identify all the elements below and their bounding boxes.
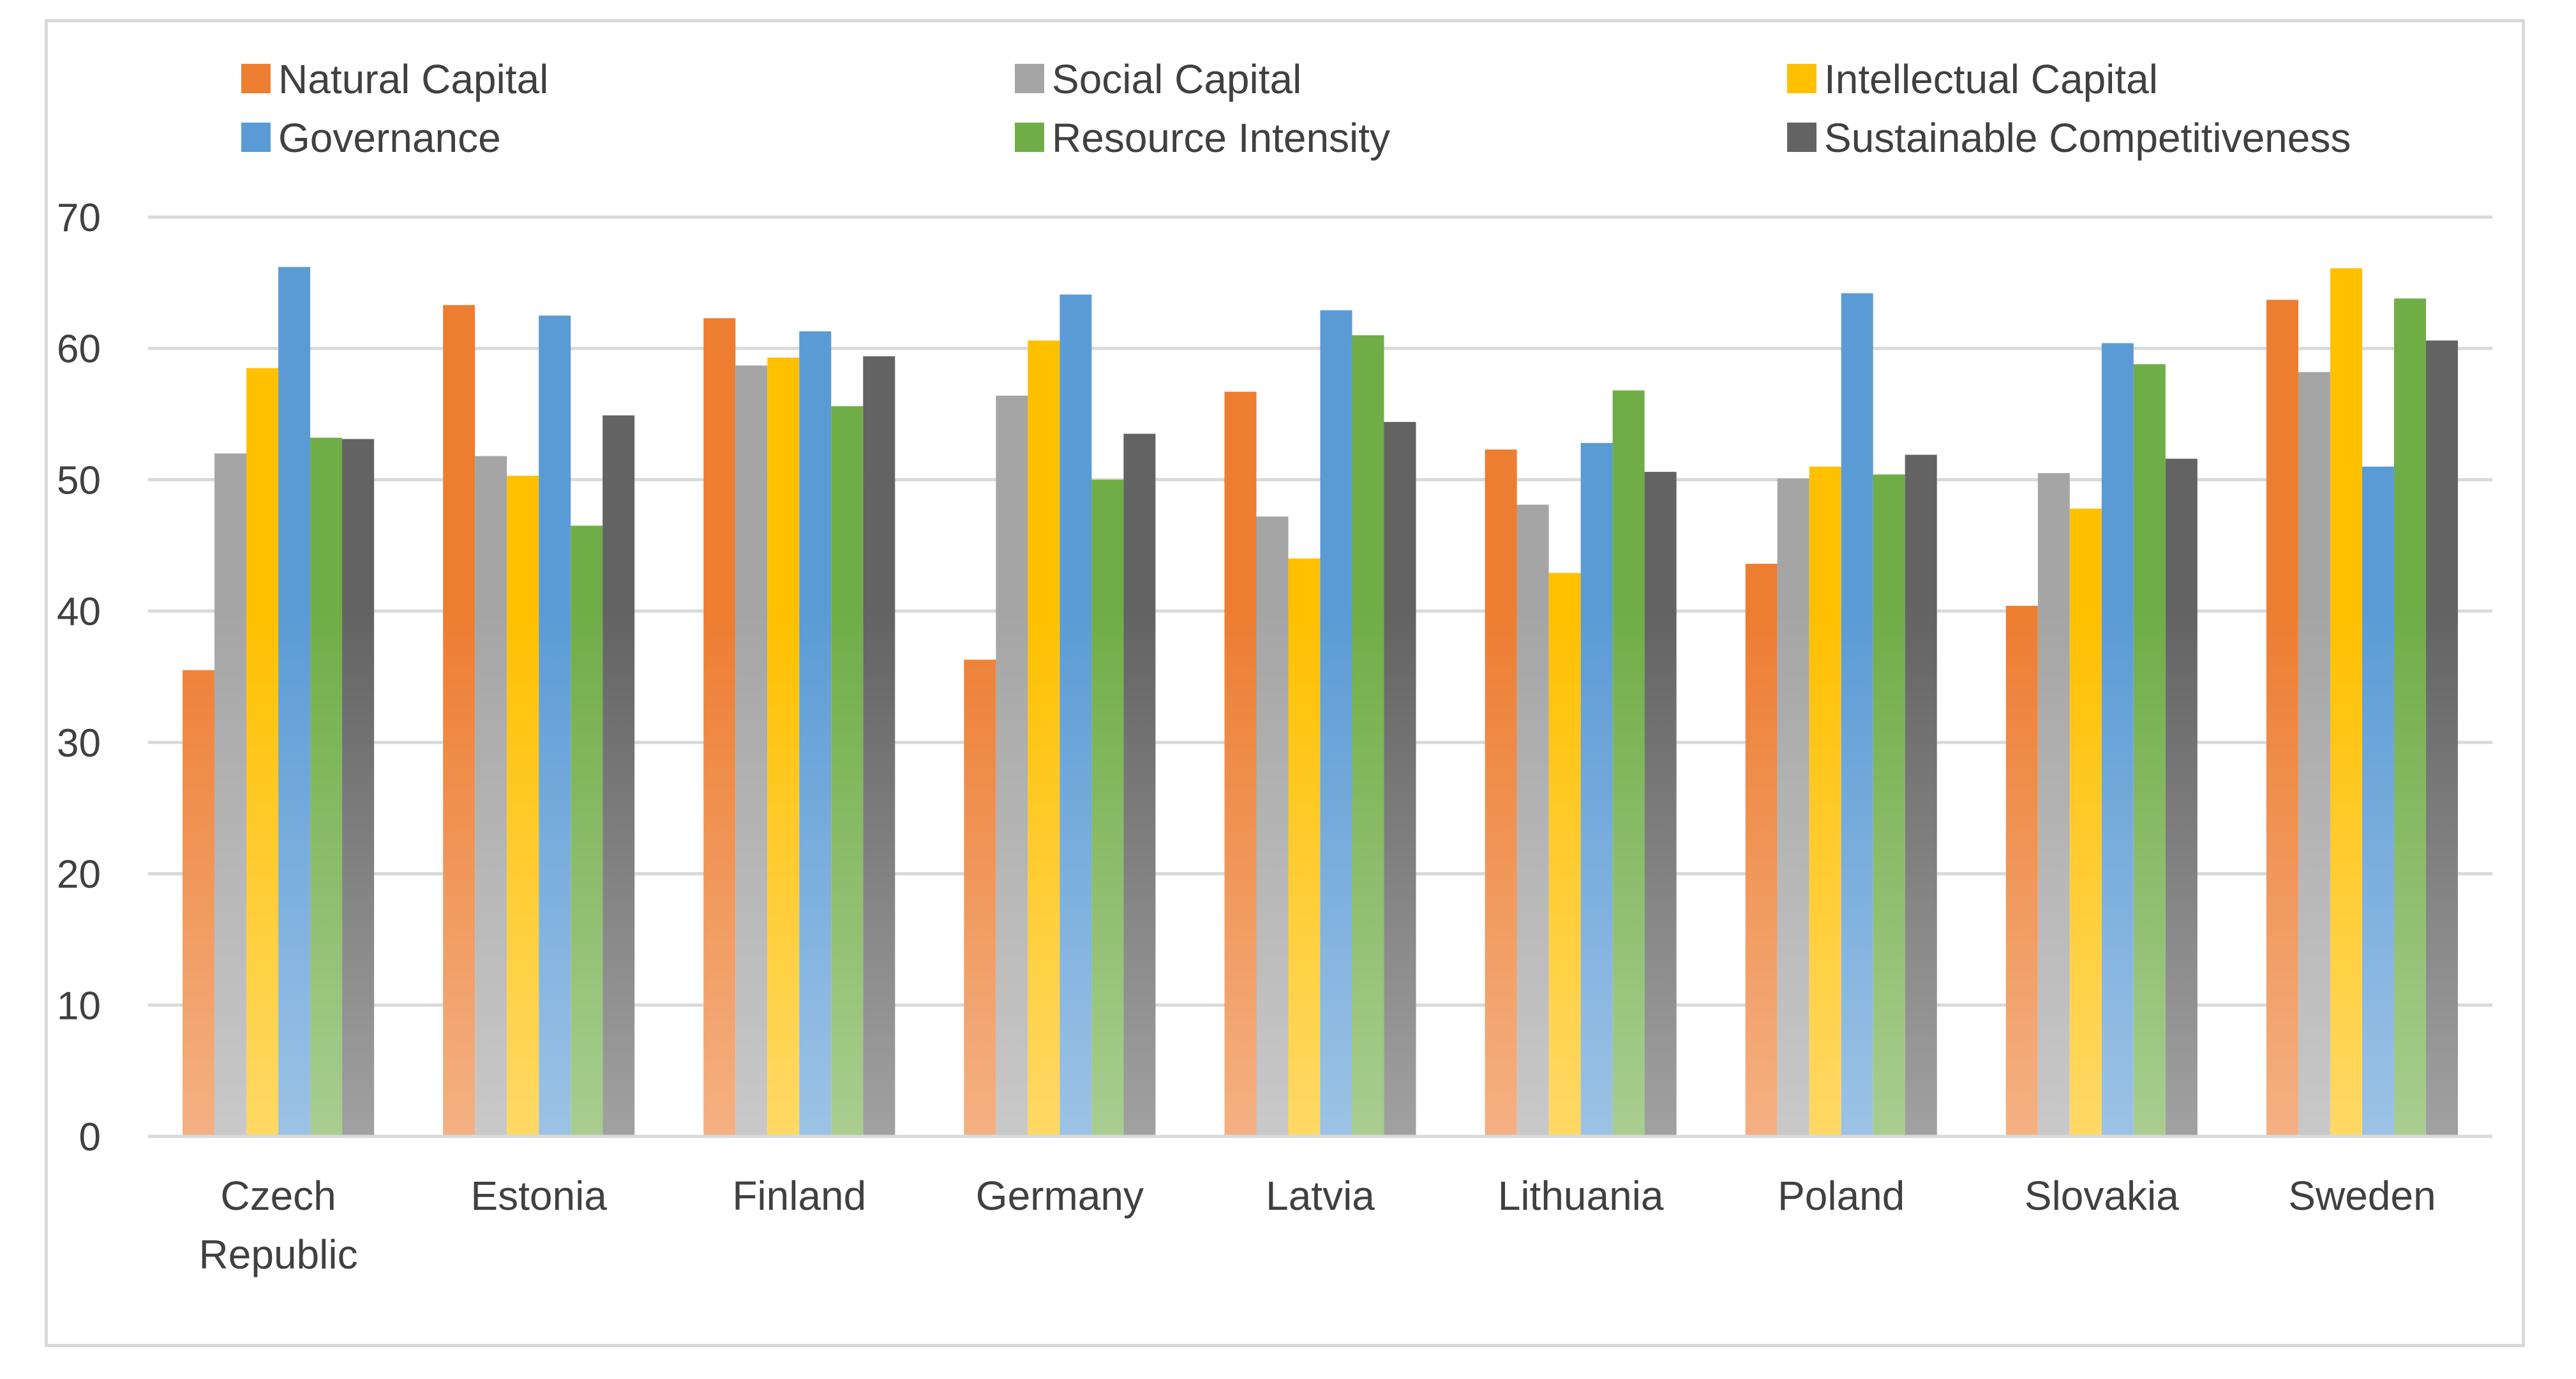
y-tick-label: 40 xyxy=(57,590,101,634)
legend-swatch xyxy=(1787,64,1816,93)
x-tick-label: Germany xyxy=(976,1173,1144,1219)
x-tick-label: Poland xyxy=(1778,1173,1905,1219)
x-tick-label: Sweden xyxy=(2288,1173,2436,1219)
bar-fade xyxy=(703,611,895,1136)
y-tick-label: 0 xyxy=(79,1115,101,1159)
y-tick-label: 50 xyxy=(57,458,101,502)
y-tick-label: 70 xyxy=(57,196,101,240)
legend: Natural Capital Social Capital Intellectua… xyxy=(241,56,2351,161)
y-tick-label: 10 xyxy=(57,984,101,1028)
y-tick-label: 20 xyxy=(57,853,101,897)
legend-label: Resource Intensity xyxy=(1052,115,1390,161)
bar-fade-overlay xyxy=(183,611,2458,1136)
legend-label: Governance xyxy=(278,115,501,161)
legend-swatch xyxy=(1015,123,1044,152)
x-tick-label: Estonia xyxy=(470,1173,607,1219)
bar-fade xyxy=(2266,611,2458,1136)
bar-fade xyxy=(443,611,635,1136)
y-tick-label: 60 xyxy=(57,328,101,372)
bar-fade xyxy=(1224,611,1416,1136)
x-tick-label: Slovakia xyxy=(2025,1173,2179,1219)
legend-swatch xyxy=(1787,123,1816,152)
legend-label: Natural Capital xyxy=(278,56,548,102)
bar-fade xyxy=(964,611,1156,1136)
bar-fade xyxy=(1745,611,1937,1136)
x-tick-label: Czech Republic xyxy=(199,1173,358,1277)
legend-label: Intellectual Capital xyxy=(1824,56,2158,102)
bar-fade xyxy=(2005,611,2198,1136)
legend-label: Sustainable Competitiveness xyxy=(1824,115,2351,161)
x-tick-label: Finland xyxy=(732,1173,866,1219)
legend-swatch xyxy=(1015,64,1044,93)
bar-fade xyxy=(183,611,375,1136)
axes: 0 10 20 30 40 50 60 70 Czech Republic Estonia Finla… xyxy=(57,196,2492,1277)
legend-swatch xyxy=(241,123,271,152)
bar-chart: 0 10 20 30 40 50 60 70 Czech Republic Estonia Finla… xyxy=(57,56,2492,1277)
x-tick-label: Latvia xyxy=(1266,1173,1375,1219)
bar-fade xyxy=(1485,611,1677,1136)
chart-frame: 0 10 20 30 40 50 60 70 Czech Republic Estonia Finla… xyxy=(45,19,2525,1347)
y-tick-label: 30 xyxy=(57,721,101,765)
legend-swatch xyxy=(241,64,271,93)
legend-label: Social Capital xyxy=(1052,56,1301,102)
x-tick-label: Lithuania xyxy=(1498,1173,1664,1219)
